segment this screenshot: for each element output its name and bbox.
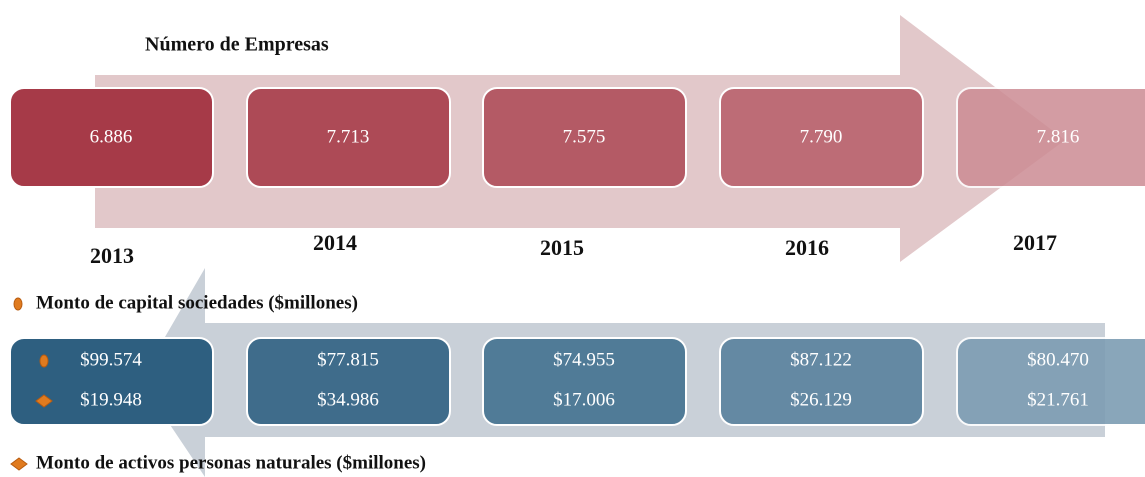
year-label: 2013	[90, 243, 134, 268]
monto-box	[246, 337, 451, 426]
empresas-value: 7.790	[800, 126, 843, 147]
capital-icon	[39, 354, 49, 368]
capital-value: $77.815	[317, 349, 379, 370]
monto-box	[719, 337, 924, 426]
activos-value: $34.986	[317, 389, 379, 410]
activos-value: $17.006	[553, 389, 615, 410]
monto-box	[956, 337, 1145, 426]
empresas-value: 7.713	[327, 126, 370, 147]
capital-value: $99.574	[80, 349, 142, 370]
activos-legend: Monto de activos personas naturales ($mi…	[36, 452, 426, 473]
empresas-box	[719, 87, 924, 188]
empresas-value: 6.886	[90, 126, 133, 147]
year-label: 2016	[785, 235, 829, 260]
empresas-box	[246, 87, 451, 188]
title: Número de Empresas	[145, 34, 329, 56]
empresas-box	[9, 87, 214, 188]
empresas-value: 7.816	[1037, 126, 1080, 147]
capital-value: $74.955	[553, 349, 615, 370]
empresas-box	[956, 87, 1145, 188]
empresas-value: 7.575	[563, 126, 606, 147]
year-label: 2014	[313, 230, 357, 255]
capital-value: $80.470	[1027, 349, 1089, 370]
activos-value: $21.761	[1027, 389, 1089, 410]
empresas-box	[482, 87, 687, 188]
activos-value: $26.129	[790, 389, 852, 410]
year-label: 2015	[540, 235, 584, 260]
capital-icon	[13, 297, 23, 311]
capital-value: $87.122	[790, 349, 852, 370]
activos-value: $19.948	[80, 389, 142, 410]
activos-icon	[35, 394, 53, 408]
monto-box	[9, 337, 214, 426]
activos-icon	[10, 457, 28, 471]
year-label: 2017	[1013, 230, 1057, 255]
capital-legend: Monto de capital sociedades ($millones)	[36, 292, 358, 313]
monto-box	[482, 337, 687, 426]
